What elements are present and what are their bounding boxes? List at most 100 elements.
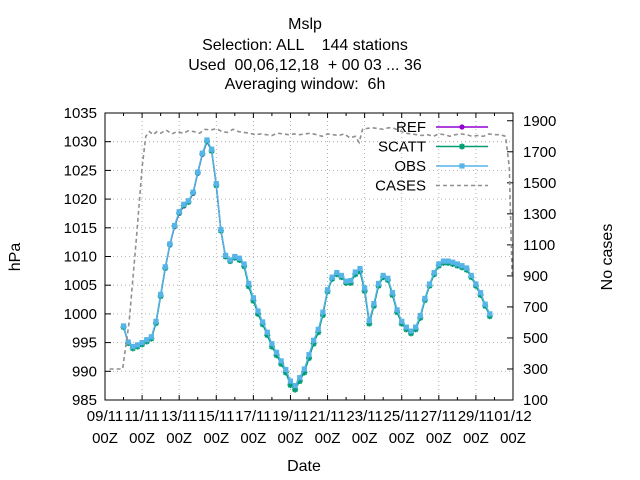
legend: REF SCATT OBS CASES bbox=[375, 119, 488, 195]
data-point-obs bbox=[167, 241, 173, 247]
legend-label-obs: OBS bbox=[394, 158, 426, 175]
data-point-obs bbox=[399, 318, 405, 324]
data-point-obs bbox=[241, 261, 247, 267]
data-point-obs bbox=[162, 264, 168, 270]
legend-label-ref: REF bbox=[396, 119, 426, 136]
data-point-obs bbox=[357, 265, 363, 272]
data-point-obs bbox=[176, 209, 182, 215]
data-point-obs bbox=[250, 295, 256, 301]
data-point-obs bbox=[329, 274, 335, 280]
series-layer bbox=[109, 126, 513, 393]
data-point-obs bbox=[269, 341, 275, 347]
legend-marker-ref bbox=[459, 124, 465, 130]
y2-tick-label: 100 bbox=[523, 392, 548, 409]
y-tick-label: 1035 bbox=[64, 105, 97, 122]
x-tick-label-date: 15/11 bbox=[198, 408, 234, 425]
data-point-obs bbox=[394, 307, 400, 313]
data-point-scatt bbox=[273, 352, 280, 359]
data-point-obs bbox=[366, 318, 372, 324]
x-tick-label-hour: 00Z bbox=[389, 430, 415, 447]
y2-tick-label: 700 bbox=[523, 299, 548, 316]
data-point-obs bbox=[144, 337, 150, 343]
data-point-scatt bbox=[301, 369, 308, 376]
data-point-obs bbox=[431, 269, 437, 276]
data-point-obs bbox=[153, 318, 159, 324]
x-tick-label-hour: 00Z bbox=[315, 430, 341, 447]
data-point-obs bbox=[413, 324, 419, 330]
series-line-obs bbox=[122, 138, 491, 387]
chart-title-line-2: Selection: ALL 144 stations bbox=[202, 37, 408, 54]
data-point-obs bbox=[181, 201, 187, 207]
data-point-obs bbox=[459, 263, 465, 269]
axis-ticks: 09/11 00Z 11/11 00Z 13/11 00Z 15/11 00Z 17/11 00Z… bbox=[64, 105, 557, 447]
data-point-obs bbox=[199, 150, 205, 156]
data-point-obs bbox=[311, 337, 317, 343]
data-point-obs bbox=[260, 319, 266, 325]
data-point-obs bbox=[209, 146, 215, 152]
data-point-scatt bbox=[366, 320, 373, 327]
data-point-obs bbox=[375, 280, 382, 287]
data-point-scatt bbox=[250, 297, 257, 304]
data-point-obs bbox=[468, 272, 474, 279]
data-point-obs bbox=[371, 300, 377, 307]
data-point-scatt bbox=[282, 369, 289, 376]
x-tick-label-date: 09/11 bbox=[87, 408, 123, 425]
data-point-obs bbox=[338, 272, 345, 279]
data-point-obs bbox=[426, 281, 433, 287]
plot-frame bbox=[104, 112, 514, 401]
data-point-obs bbox=[190, 189, 196, 195]
series-line-cases bbox=[109, 126, 513, 370]
data-point-obs bbox=[204, 137, 210, 143]
data-point-obs bbox=[297, 375, 303, 381]
y-tick-label: 1025 bbox=[64, 162, 97, 179]
y-tick-label: 1015 bbox=[64, 220, 97, 237]
x-tick-label-hour: 00Z bbox=[92, 430, 118, 447]
data-point-scatt bbox=[245, 283, 252, 290]
data-point-obs bbox=[450, 259, 456, 265]
data-point-obs bbox=[477, 290, 484, 296]
x-tick-label-date: 13/11 bbox=[161, 408, 197, 425]
data-point-obs bbox=[222, 252, 229, 258]
data-point-obs bbox=[422, 295, 428, 302]
data-point-obs bbox=[445, 258, 451, 264]
data-point-obs bbox=[482, 301, 488, 307]
y-tick-label: 990 bbox=[72, 363, 97, 380]
y2-axis-label: No cases bbox=[599, 224, 616, 291]
x-tick-label-date: 25/11 bbox=[384, 408, 420, 425]
data-point-scatt bbox=[264, 332, 271, 339]
data-point-obs bbox=[227, 257, 233, 263]
data-point-obs bbox=[264, 329, 270, 335]
y-tick-label: 995 bbox=[72, 335, 97, 352]
x-tick-label-date: 23/11 bbox=[346, 408, 382, 425]
data-point-obs bbox=[195, 169, 201, 175]
x-tick-label-hour: 00Z bbox=[352, 430, 378, 447]
data-point-scatt bbox=[287, 382, 294, 389]
y2-tick-label: 1900 bbox=[523, 113, 556, 130]
data-point-obs bbox=[436, 261, 442, 267]
data-point-obs bbox=[352, 269, 358, 275]
data-point-obs bbox=[380, 272, 386, 279]
data-point-obs bbox=[440, 258, 447, 264]
data-point-obs bbox=[120, 323, 127, 329]
x-tick-label-hour: 00Z bbox=[278, 430, 304, 447]
data-point-obs bbox=[306, 352, 312, 358]
data-point-obs bbox=[343, 278, 349, 284]
data-point-obs bbox=[287, 378, 294, 384]
y2-tick-label: 1300 bbox=[523, 206, 556, 223]
x-tick-label-hour: 00Z bbox=[129, 430, 155, 447]
data-point-scatt bbox=[310, 340, 317, 347]
data-point-obs bbox=[283, 366, 289, 373]
chart-title-line-4: Averaging window: 6h bbox=[224, 76, 386, 93]
data-point-obs bbox=[324, 287, 331, 293]
x-tick-label-hour: 00Z bbox=[166, 430, 192, 447]
data-point-obs bbox=[273, 349, 280, 355]
data-point-obs bbox=[385, 275, 391, 281]
data-point-obs bbox=[348, 278, 354, 284]
data-point-obs bbox=[232, 253, 238, 260]
legend-marker-obs bbox=[459, 163, 465, 169]
data-point-scatt bbox=[268, 343, 275, 350]
x-tick-label-hour: 00Z bbox=[203, 430, 229, 447]
x-axis-label: Date bbox=[287, 458, 321, 475]
data-point-obs bbox=[417, 313, 423, 319]
